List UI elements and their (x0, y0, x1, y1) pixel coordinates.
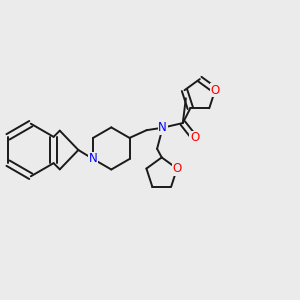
Text: N: N (158, 121, 167, 134)
Text: O: O (190, 131, 199, 144)
Text: O: O (172, 162, 182, 175)
Text: O: O (211, 84, 220, 97)
Text: N: N (89, 152, 98, 166)
